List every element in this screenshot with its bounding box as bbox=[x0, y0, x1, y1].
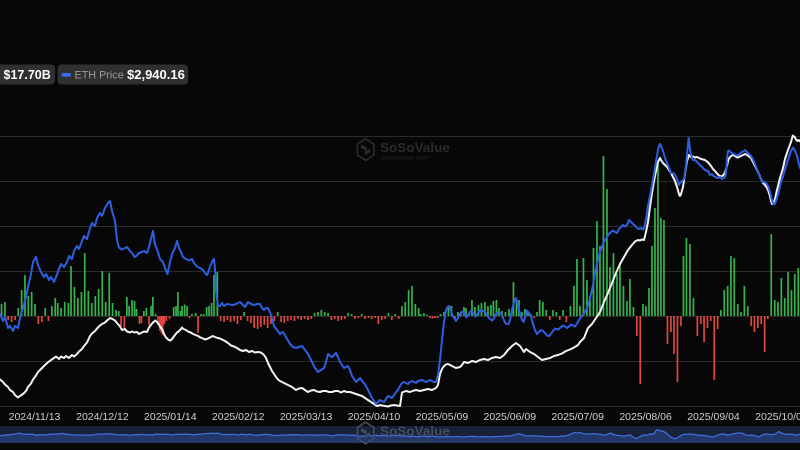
svg-text:2025/02/12: 2025/02/12 bbox=[212, 411, 265, 423]
svg-text:ETH Price: ETH Price bbox=[75, 70, 124, 82]
svg-text:2025/07/09: 2025/07/09 bbox=[551, 411, 604, 423]
svg-text:2024/12/12: 2024/12/12 bbox=[76, 411, 129, 423]
svg-text:2025/01/14: 2025/01/14 bbox=[144, 411, 197, 423]
svg-text:$17.70B: $17.70B bbox=[4, 68, 51, 82]
svg-text:SoSoValue: SoSoValue bbox=[380, 140, 450, 155]
svg-text:sosovalue.com: sosovalue.com bbox=[381, 438, 429, 445]
svg-text:2025/03/13: 2025/03/13 bbox=[280, 411, 333, 423]
svg-text:2025/05/09: 2025/05/09 bbox=[416, 411, 469, 423]
svg-text:2024/11/13: 2024/11/13 bbox=[9, 411, 61, 423]
svg-text:sosovalue.com: sosovalue.com bbox=[381, 155, 429, 162]
svg-text:2025/06/09: 2025/06/09 bbox=[484, 411, 537, 423]
svg-text:$2,940.16: $2,940.16 bbox=[127, 67, 185, 82]
svg-text:2025/09/04: 2025/09/04 bbox=[687, 411, 740, 423]
svg-text:2025/08/06: 2025/08/06 bbox=[619, 411, 672, 423]
svg-text:2025/10/03: 2025/10/03 bbox=[755, 411, 800, 423]
svg-text:2025/04/10: 2025/04/10 bbox=[348, 411, 401, 423]
svg-text:SoSoValue: SoSoValue bbox=[380, 424, 450, 439]
